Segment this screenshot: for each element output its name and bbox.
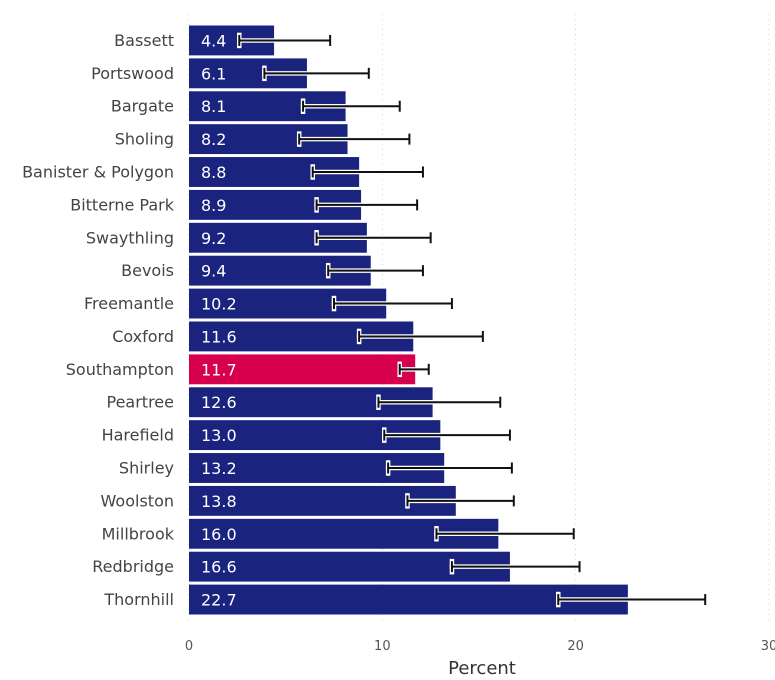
data-label: 16.6 [201, 558, 237, 577]
data-label: 4.4 [201, 31, 226, 50]
error-bar [556, 591, 708, 608]
x-tick-label: 20 [567, 639, 584, 654]
category-label: Bassett [114, 31, 174, 50]
category-label: Bevois [121, 261, 174, 280]
error-bar [385, 460, 515, 476]
category-label: Thornhill [103, 590, 174, 609]
data-label: 9.4 [201, 262, 226, 281]
category-label: Southampton [66, 360, 174, 379]
error-bar [449, 558, 582, 575]
error-bars [237, 32, 708, 608]
error-bar [382, 427, 513, 443]
error-bar [405, 493, 517, 509]
data-label: 8.9 [201, 196, 226, 215]
bar [189, 584, 628, 615]
category-label: Freemantle [84, 294, 174, 313]
error-bar [314, 197, 420, 213]
data-label: 6.1 [201, 64, 226, 83]
data-label: 9.2 [201, 229, 226, 248]
category-label: Bitterne Park [70, 195, 174, 214]
category-label: Woolston [101, 491, 174, 510]
error-bar [314, 230, 433, 246]
data-label: 8.1 [201, 97, 226, 116]
error-bar [325, 262, 426, 279]
bar [189, 354, 416, 385]
bars [189, 25, 628, 615]
category-label: Millbrook [102, 524, 175, 543]
data-label: 11.7 [201, 360, 237, 379]
error-bar [237, 32, 333, 49]
data-label: 16.0 [201, 525, 237, 544]
data-label: 13.2 [201, 459, 237, 478]
error-bar [296, 131, 412, 147]
error-bar [376, 394, 503, 410]
category-label: Sholing [115, 130, 174, 149]
error-bar [434, 526, 576, 542]
x-tick-label: 0 [185, 639, 193, 654]
data-label: 22.7 [201, 591, 237, 610]
category-label: Bargate [111, 97, 174, 116]
category-label: Shirley [119, 459, 174, 478]
error-bar [397, 361, 431, 378]
data-label: 8.8 [201, 163, 226, 182]
data-label: 13.0 [201, 426, 237, 445]
data-label: 12.6 [201, 393, 237, 412]
labels: Bassett 4.4 Portswood 6.1 Bargate 8.1 Sholing 8… [22, 31, 237, 610]
x-tick-label: 30 [761, 639, 775, 654]
category-label: Swaythling [86, 228, 174, 247]
error-bar [331, 295, 455, 312]
data-label: 10.2 [201, 295, 237, 314]
x-axis-ticks: 0 10 20 30 [185, 639, 775, 654]
data-label: 13.8 [201, 492, 237, 511]
category-label: Banister & Polygon [22, 163, 174, 182]
data-label: 11.6 [201, 327, 237, 346]
category-label: Portswood [91, 64, 174, 83]
category-label: Harefield [102, 426, 174, 445]
category-label: Redbridge [92, 557, 174, 576]
error-bar [262, 65, 372, 82]
error-bar [310, 164, 426, 180]
error-bar [300, 98, 402, 114]
x-axis-title: Percent [448, 658, 516, 679]
category-label: Peartree [107, 393, 175, 412]
error-bar [356, 328, 486, 345]
category-label: Coxford [112, 327, 174, 346]
x-tick-label: 10 [374, 639, 391, 654]
data-label: 8.2 [201, 130, 226, 149]
